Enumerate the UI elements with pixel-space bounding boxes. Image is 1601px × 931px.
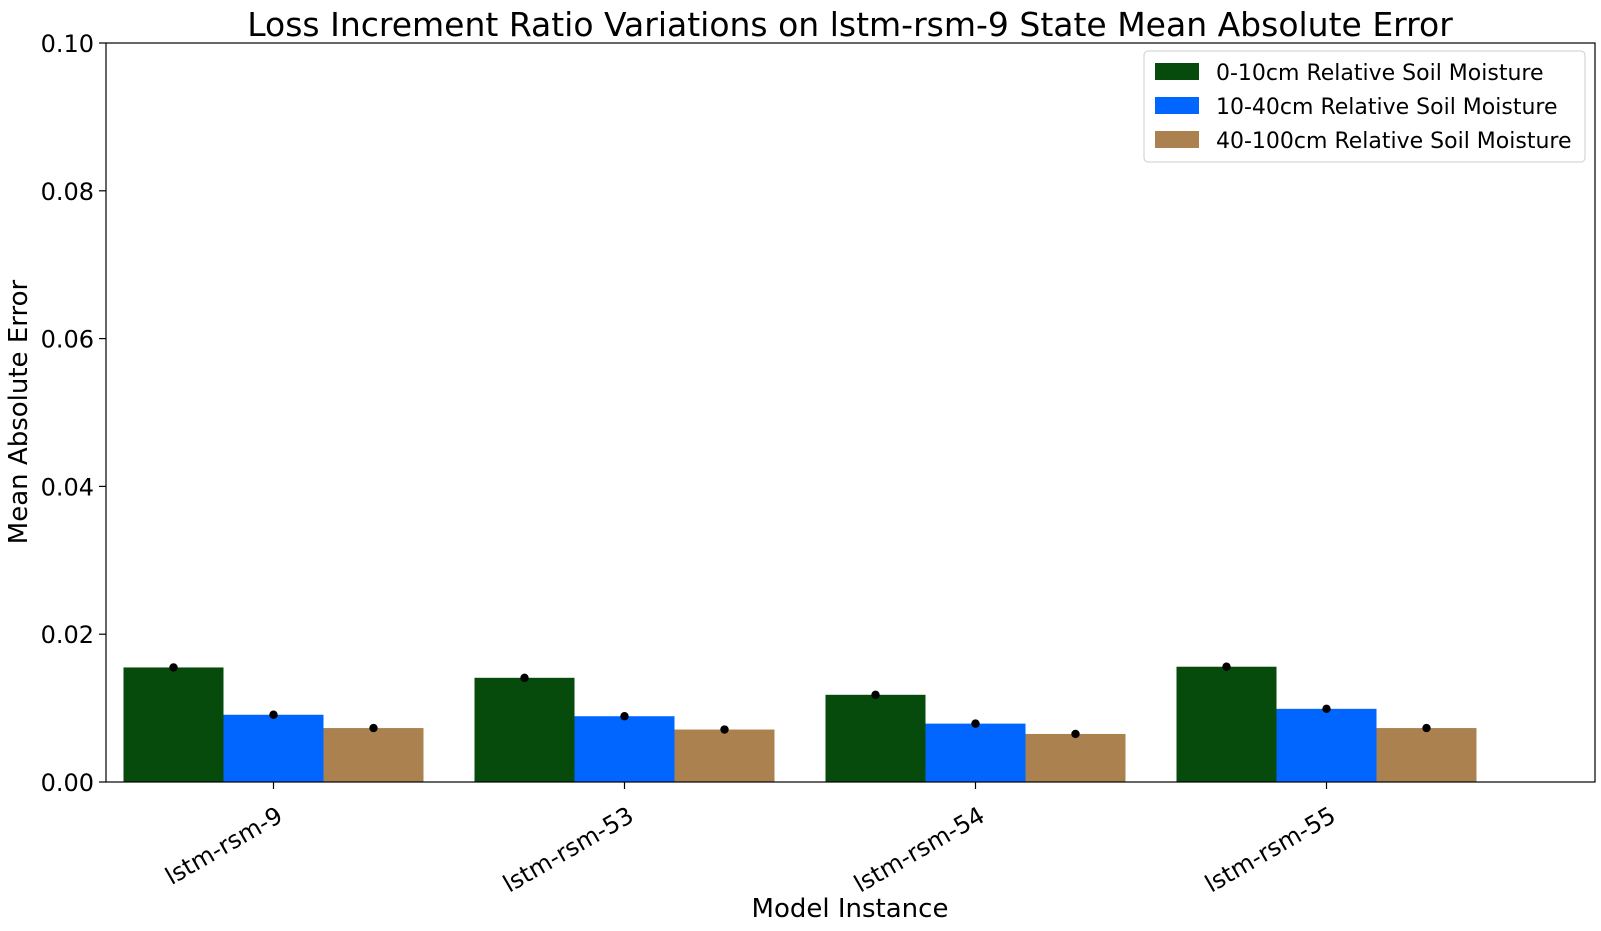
markers-layer	[169, 662, 1431, 739]
value-marker-lstm-rsm-53-series-2	[620, 712, 629, 721]
bar-lstm-rsm-53-series-2	[574, 716, 675, 782]
value-marker-lstm-rsm-54-series-2	[971, 719, 980, 728]
legend-label-series-1: 0-10cm Relative Soil Moisture	[1216, 61, 1544, 86]
y-tick-label: 0.08	[41, 178, 94, 206]
bar-lstm-rsm-55-series-3	[1376, 728, 1477, 782]
value-marker-lstm-rsm-55-series-3	[1422, 723, 1431, 733]
bar-lstm-rsm-55-series-2	[1276, 708, 1377, 782]
y-tick-label: 0.04	[41, 473, 94, 501]
y-tick-label: 0.10	[41, 30, 94, 58]
plot-area-frame	[105, 42, 1596, 783]
value-marker-lstm-rsm-55-series-2	[1322, 704, 1331, 714]
chart-title: Loss Increment Ratio Variations on lstm-…	[247, 5, 1453, 44]
legend-swatch-series-2	[1155, 97, 1199, 114]
value-marker-lstm-rsm-53-series-3	[720, 725, 729, 734]
value-marker-lstm-rsm-55-series-1	[1222, 662, 1231, 671]
bar-lstm-rsm-9-series-3	[323, 728, 424, 782]
x-tick-label: lstm-rsm-9	[160, 801, 287, 890]
value-marker-lstm-rsm-54-series-3	[1071, 729, 1080, 739]
y-tick-label: 0.02	[41, 621, 94, 649]
legend: 0-10cm Relative Soil Moisture 10-40cm Rel…	[1143, 50, 1586, 163]
x-tick-label: lstm-rsm-54	[849, 801, 989, 898]
y-axis-label: Mean Absolute Error	[4, 280, 34, 545]
y-axis: 0.00 0.02 0.04 0.06 0.08 0.10	[41, 30, 106, 797]
y-tick-label: 0.06	[41, 326, 94, 354]
x-tick-label: lstm-rsm-55	[1200, 801, 1340, 898]
value-marker-lstm-rsm-54-series-1	[871, 690, 880, 699]
legend-label-series-2: 10-40cm Relative Soil Moisture	[1216, 95, 1557, 120]
legend-frame	[1143, 50, 1586, 163]
value-marker-lstm-rsm-9-series-2	[269, 710, 278, 719]
x-axis-label: Model Instance	[752, 894, 949, 924]
value-marker-lstm-rsm-53-series-1	[520, 673, 529, 683]
bar-lstm-rsm-53-series-1	[474, 677, 575, 782]
value-marker-lstm-rsm-9-series-3	[369, 723, 378, 733]
bar-lstm-rsm-54-series-2	[925, 723, 1026, 782]
x-tick-label: lstm-rsm-53	[498, 801, 638, 898]
legend-swatch-series-3	[1155, 131, 1199, 148]
legend-label-series-3: 40-100cm Relative Soil Moisture	[1216, 129, 1571, 154]
bars-layer	[123, 666, 1477, 782]
bar-lstm-rsm-54-series-3	[1025, 733, 1126, 782]
bar-lstm-rsm-9-series-2	[223, 714, 324, 782]
value-marker-lstm-rsm-9-series-1	[169, 663, 178, 672]
bar-lstm-rsm-9-series-1	[123, 667, 224, 782]
legend-swatch-series-1	[1155, 63, 1199, 80]
bar-lstm-rsm-53-series-3	[674, 729, 775, 782]
y-tick-label: 0.00	[41, 769, 94, 797]
bar-lstm-rsm-54-series-1	[825, 694, 926, 782]
bar-lstm-rsm-55-series-1	[1176, 666, 1277, 782]
x-axis: lstm-rsm-9 lstm-rsm-53 lstm-rsm-54 lstm-rsm…	[160, 782, 1340, 898]
